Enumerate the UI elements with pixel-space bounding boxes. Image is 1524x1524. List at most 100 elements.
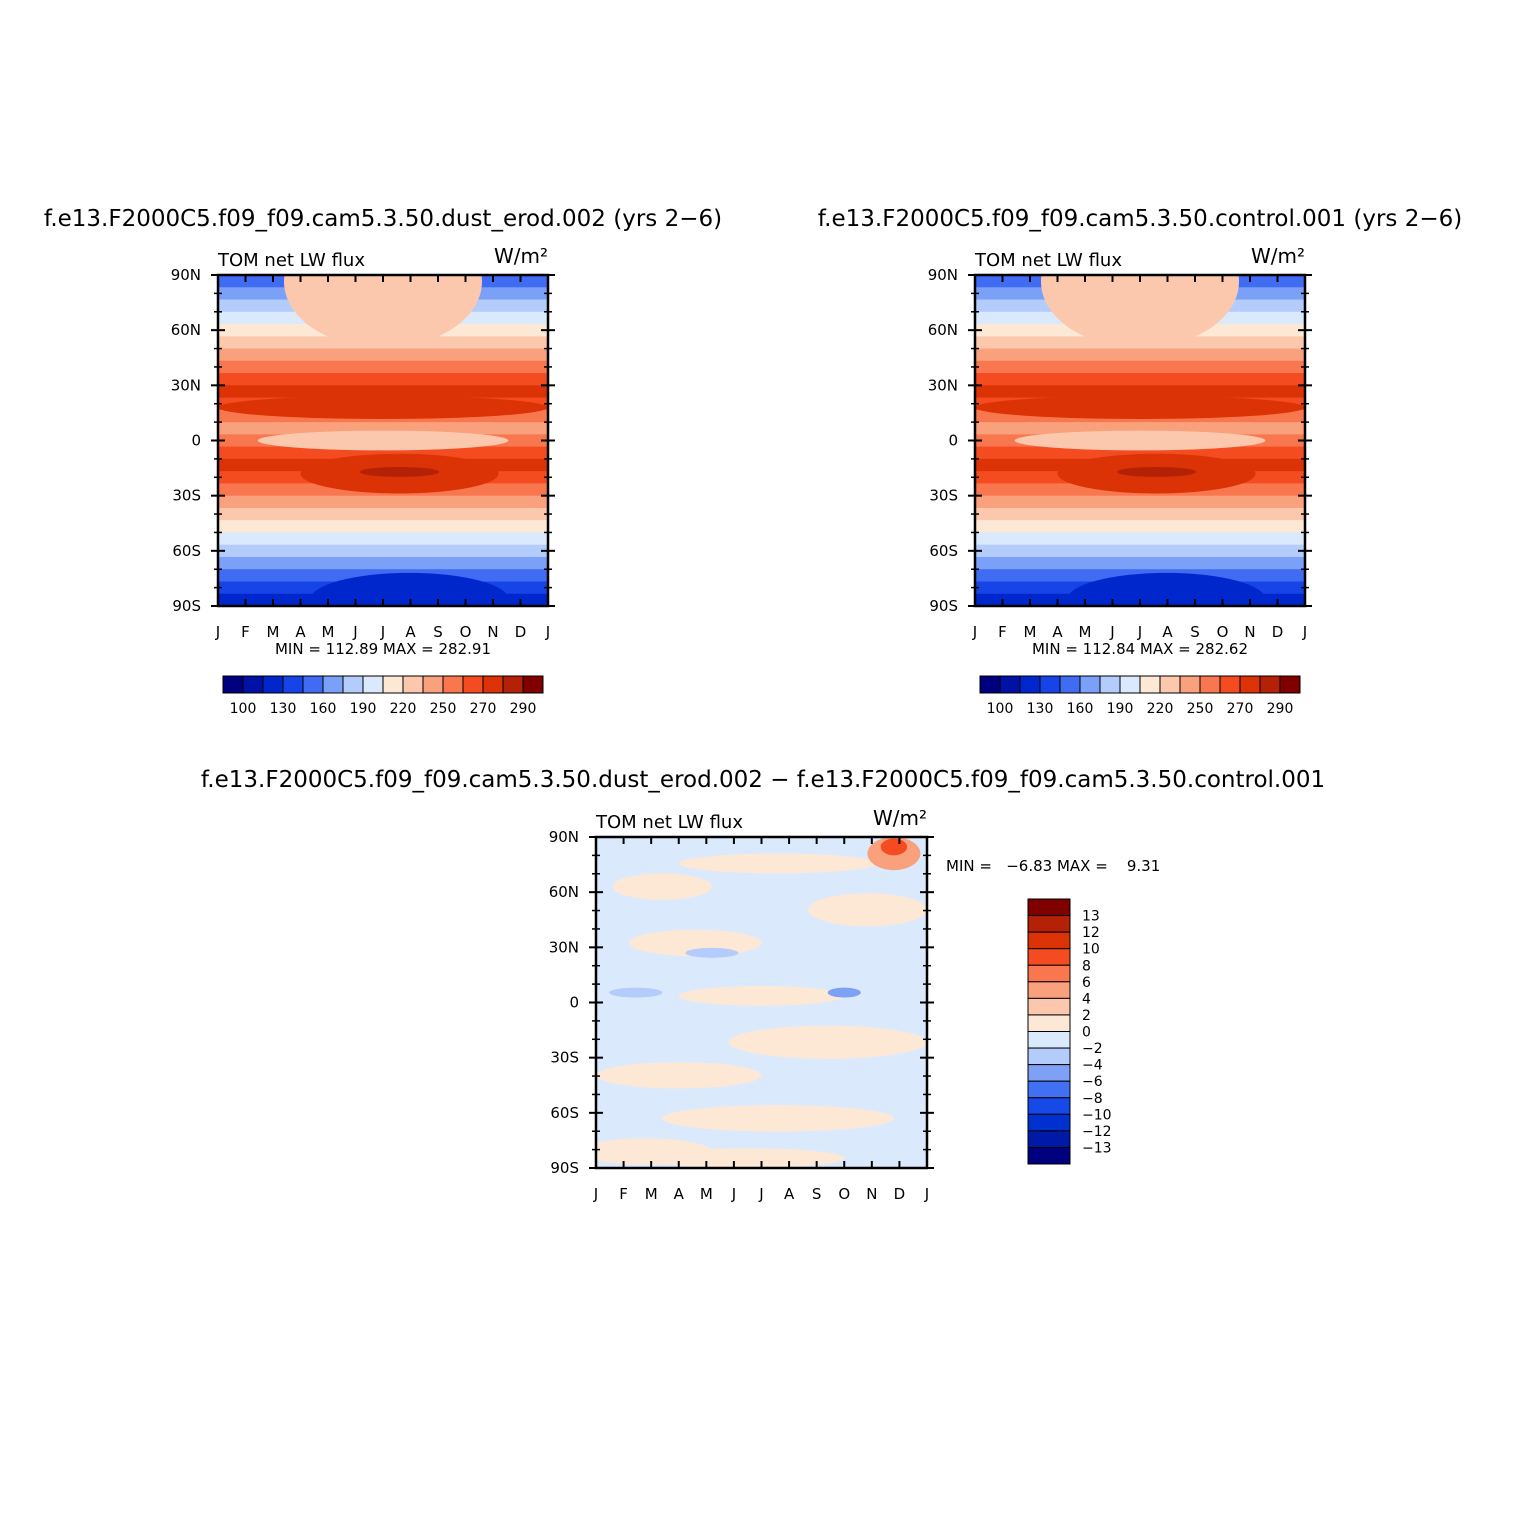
- contour-band: [975, 422, 1305, 436]
- colorbar-box: [979, 675, 1001, 694]
- left-label: TOM net LW flux: [974, 250, 1122, 271]
- colorbar-label: 8: [1082, 958, 1091, 974]
- colorbar-box: [522, 675, 544, 694]
- contour-band: [975, 520, 1305, 534]
- contour-band: [218, 520, 548, 534]
- x-tick-label: F: [619, 1185, 628, 1203]
- colorbar: 100 130 160 190 220 250 270 290: [222, 675, 544, 717]
- y-tick-label: 90S: [172, 597, 201, 615]
- colorbar-label: 130: [1027, 701, 1054, 717]
- colorbar-label: 220: [390, 701, 417, 717]
- colorbar-box: [242, 675, 264, 694]
- x-tick-label: D: [515, 623, 527, 641]
- colorbar-label: −8: [1082, 1091, 1103, 1107]
- contour-blob: [284, 275, 482, 348]
- x-tick-label: N: [487, 623, 498, 641]
- contour-blob: [975, 395, 1305, 419]
- x-tick-label: A: [784, 1185, 795, 1203]
- x-tick-label: A: [295, 623, 306, 641]
- contour-blob: [827, 987, 861, 998]
- colorbar-box: [1079, 675, 1101, 694]
- colorbar-box: [222, 675, 244, 694]
- x-tick-label: M: [645, 1185, 658, 1203]
- colorbar: 100 130 160 190 220 250 270 290: [979, 675, 1301, 717]
- contour-blob: [1014, 430, 1266, 451]
- x-tick-label: J: [972, 623, 977, 641]
- colorbar-box: [422, 675, 444, 694]
- y-tick-label: 30N: [549, 938, 579, 956]
- colorbar-box: [1027, 1113, 1071, 1132]
- x-tick-label: J: [215, 623, 220, 641]
- x-tick-label: J: [352, 623, 357, 641]
- contour-blob: [218, 395, 548, 419]
- contour-field: [218, 275, 548, 606]
- x-tick-label: J: [380, 623, 385, 641]
- colorbar-label: 10: [1082, 942, 1100, 958]
- contour-band: [975, 360, 1305, 375]
- colorbar-box: [382, 675, 404, 694]
- colorbar-label: 100: [987, 701, 1014, 717]
- x-tick-label: M: [700, 1185, 713, 1203]
- x-tick-label: S: [433, 623, 443, 641]
- y-tick-label: 60N: [549, 883, 579, 901]
- x-tick-label: M: [267, 623, 280, 641]
- y-tick-label: 30N: [928, 376, 958, 394]
- units-label: W/m²: [1251, 244, 1305, 268]
- panel-dust-erod: f.e13.F2000C5.f09_f09.cam5.3.50.dust_ero…: [44, 206, 722, 717]
- colorbar-box: [302, 675, 324, 694]
- x-tick-label: O: [838, 1185, 850, 1203]
- x-tick-label: O: [1217, 623, 1229, 641]
- contour-blob: [662, 1105, 894, 1132]
- contour-band: [218, 507, 548, 522]
- left-label: TOM net LW flux: [595, 812, 743, 833]
- contour-band: [218, 385, 548, 399]
- x-tick-label: A: [1052, 623, 1063, 641]
- contour-band: [218, 422, 548, 436]
- x-tick-label: S: [1190, 623, 1200, 641]
- contour-band: [975, 446, 1305, 460]
- colorbar-label: 220: [1147, 701, 1174, 717]
- colorbar-label: 190: [1107, 701, 1134, 717]
- colorbar-box: [1027, 1014, 1071, 1032]
- colorbar-label: 13: [1082, 909, 1100, 925]
- contour-band: [975, 532, 1305, 546]
- y-tick-label: 60N: [171, 321, 201, 339]
- colorbar-label: −13: [1082, 1140, 1112, 1156]
- y-tick-label: 30N: [171, 376, 201, 394]
- colorbar-box: [1099, 675, 1121, 694]
- colorbar-box: [1027, 1064, 1071, 1082]
- x-tick-label: J: [924, 1185, 929, 1203]
- contour-band: [218, 556, 548, 571]
- colorbar-box: [1199, 675, 1221, 694]
- colorbar-box: [1027, 1097, 1071, 1115]
- contour-band: [975, 507, 1305, 522]
- y-tick-label: 30S: [172, 487, 201, 505]
- y-tick-label: 30S: [929, 487, 958, 505]
- contour-band: [218, 360, 548, 375]
- colorbar-box: [1259, 675, 1281, 694]
- x-tick-label: J: [731, 1185, 736, 1203]
- contour-blob: [880, 838, 908, 856]
- x-tick-label: J: [545, 623, 550, 641]
- contour-band: [975, 495, 1305, 509]
- colorbar-box: [1119, 675, 1141, 694]
- colorbar-label: 2: [1082, 1008, 1091, 1024]
- x-tick-label: F: [998, 623, 1007, 641]
- colorbar-label: 290: [510, 701, 537, 717]
- colorbar-box: [1059, 675, 1081, 694]
- colorbar-label: 290: [1267, 701, 1294, 717]
- panel-title: f.e13.F2000C5.f09_f09.cam5.3.50.dust_ero…: [201, 767, 1325, 793]
- colorbar-label: −6: [1082, 1074, 1103, 1090]
- colorbar-label: −10: [1082, 1107, 1112, 1123]
- x-tick-label: A: [405, 623, 416, 641]
- x-tick-label: M: [322, 623, 335, 641]
- colorbar-label: −2: [1082, 1041, 1103, 1057]
- panel-difference: f.e13.F2000C5.f09_f09.cam5.3.50.dust_ero…: [201, 767, 1325, 1203]
- y-tick-label: 60S: [929, 542, 958, 560]
- colorbar-label: 250: [430, 701, 457, 717]
- contour-blob: [807, 893, 927, 927]
- x-tick-label: F: [241, 623, 250, 641]
- colorbar-box: [1179, 675, 1201, 694]
- colorbar-box: [1039, 675, 1061, 694]
